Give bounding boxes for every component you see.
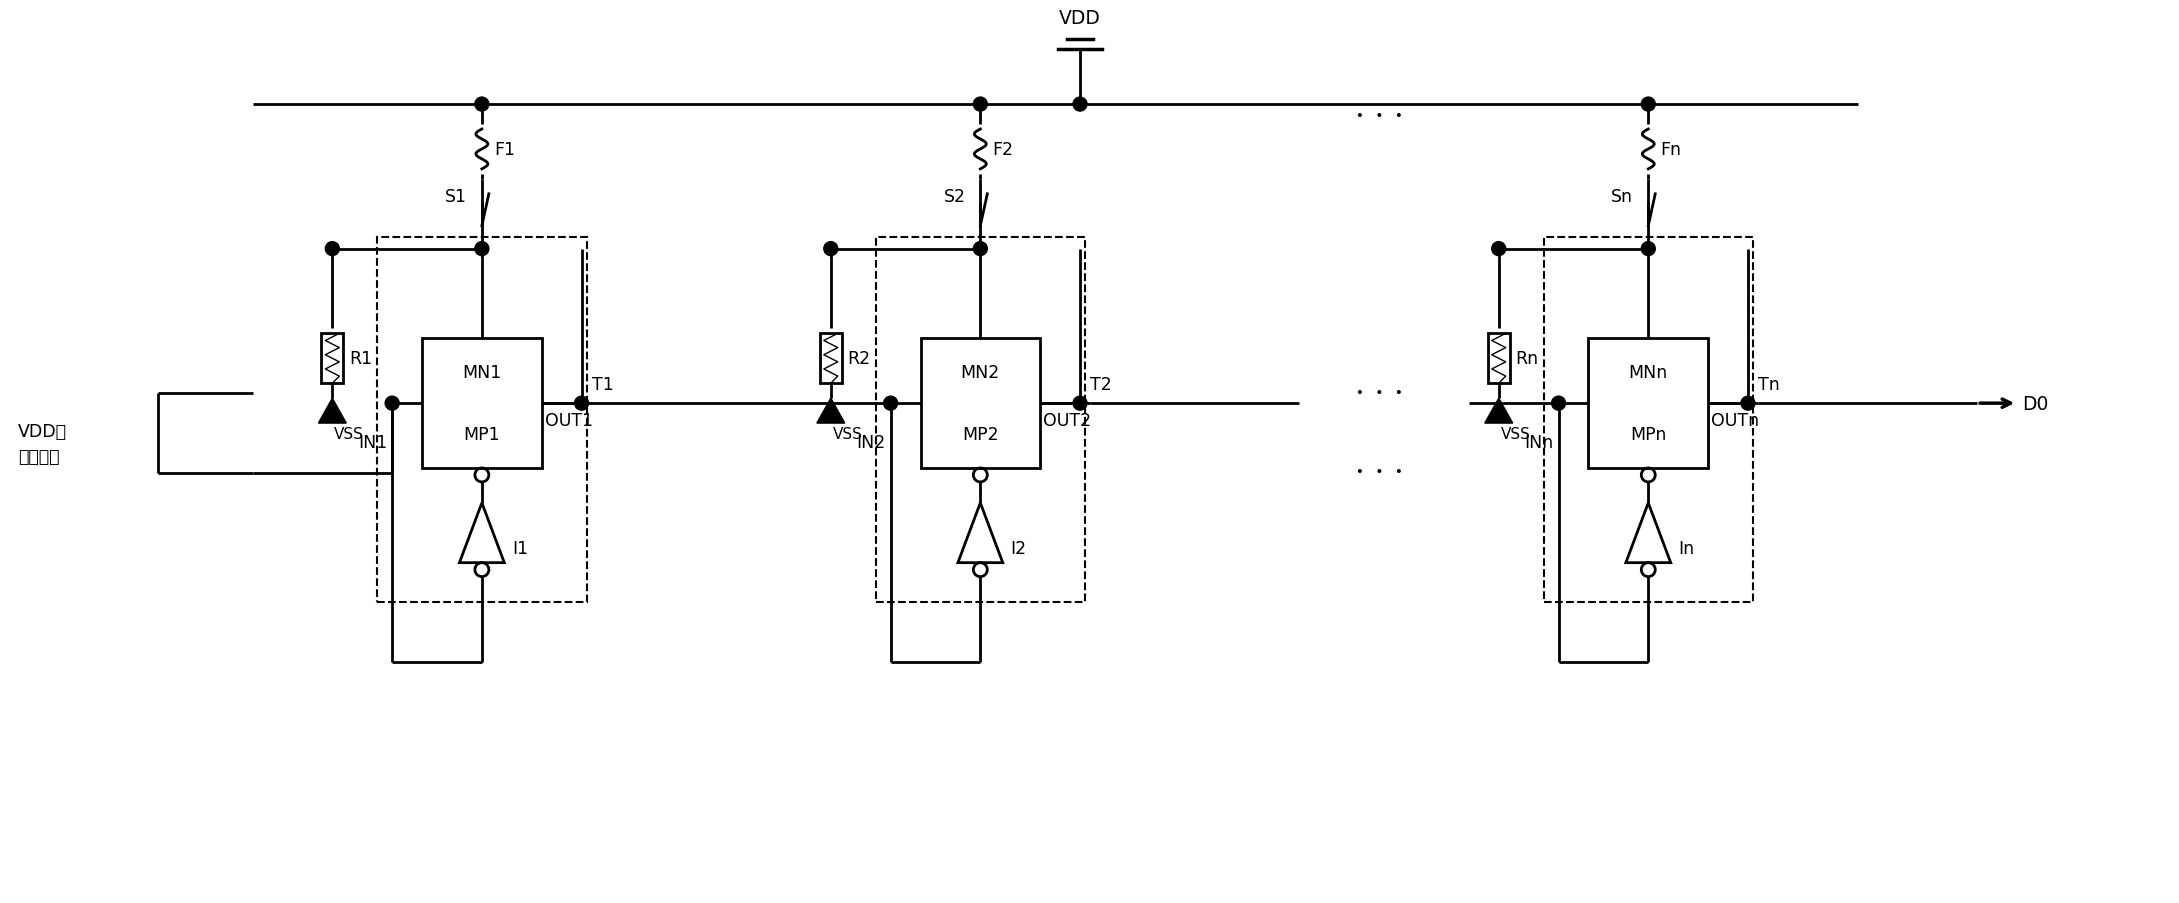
Bar (819, 334, 841, 384)
Text: · · ·: · · · (1355, 101, 1403, 133)
Text: S1: S1 (445, 188, 466, 206)
Text: S2: S2 (944, 188, 965, 206)
Text: Rn: Rn (1517, 349, 1538, 368)
Circle shape (1072, 396, 1087, 411)
Text: MP1: MP1 (464, 426, 501, 443)
Text: MPn: MPn (1630, 426, 1667, 443)
Bar (320, 334, 344, 384)
Circle shape (475, 242, 488, 256)
Text: R2: R2 (848, 349, 872, 368)
Text: Fn: Fn (1660, 141, 1682, 159)
Text: Tn: Tn (1758, 376, 1780, 394)
Bar (1588, 339, 1708, 469)
Text: F1: F1 (495, 141, 514, 159)
Circle shape (1641, 242, 1656, 256)
Bar (1488, 334, 1510, 384)
Text: · · ·: · · · (1355, 458, 1403, 489)
Circle shape (974, 242, 987, 256)
Text: MN2: MN2 (961, 364, 1000, 382)
Circle shape (1072, 98, 1087, 112)
Text: VSS: VSS (1501, 426, 1530, 442)
Text: OUT1: OUT1 (545, 412, 593, 430)
Circle shape (1493, 242, 1506, 256)
Circle shape (885, 396, 898, 411)
Text: MP2: MP2 (961, 426, 998, 443)
Circle shape (974, 98, 987, 112)
Text: D0: D0 (2022, 395, 2048, 414)
Circle shape (1641, 98, 1656, 112)
Circle shape (575, 396, 588, 411)
Circle shape (386, 396, 399, 411)
Text: VDD: VDD (1059, 9, 1100, 28)
Text: I2: I2 (1011, 539, 1026, 557)
Text: T2: T2 (1090, 376, 1111, 394)
Circle shape (1551, 396, 1565, 411)
Bar (920, 339, 1039, 469)
Polygon shape (318, 399, 346, 424)
Text: IN1: IN1 (357, 433, 388, 452)
Text: T1: T1 (591, 376, 612, 394)
Text: INn: INn (1525, 433, 1554, 452)
Text: MN1: MN1 (462, 364, 501, 382)
Polygon shape (817, 399, 845, 424)
Circle shape (824, 242, 837, 256)
Text: R1: R1 (349, 349, 373, 368)
Text: MNn: MNn (1628, 364, 1667, 382)
Bar (423, 339, 543, 469)
Text: VSS: VSS (832, 426, 863, 442)
Text: VSS: VSS (333, 426, 364, 442)
Text: Sn: Sn (1610, 188, 1634, 206)
Text: In: In (1678, 539, 1695, 557)
Text: OUT2: OUT2 (1044, 412, 1092, 430)
Text: I1: I1 (512, 539, 527, 557)
Text: IN2: IN2 (856, 433, 885, 452)
Circle shape (475, 98, 488, 112)
Text: VDD或
输入信号: VDD或 输入信号 (17, 422, 68, 465)
Circle shape (325, 242, 340, 256)
Text: OUTn: OUTn (1711, 412, 1758, 430)
Polygon shape (1484, 399, 1512, 424)
Text: · · ·: · · · (1355, 378, 1403, 409)
Circle shape (1741, 396, 1754, 411)
Text: F2: F2 (991, 141, 1013, 159)
